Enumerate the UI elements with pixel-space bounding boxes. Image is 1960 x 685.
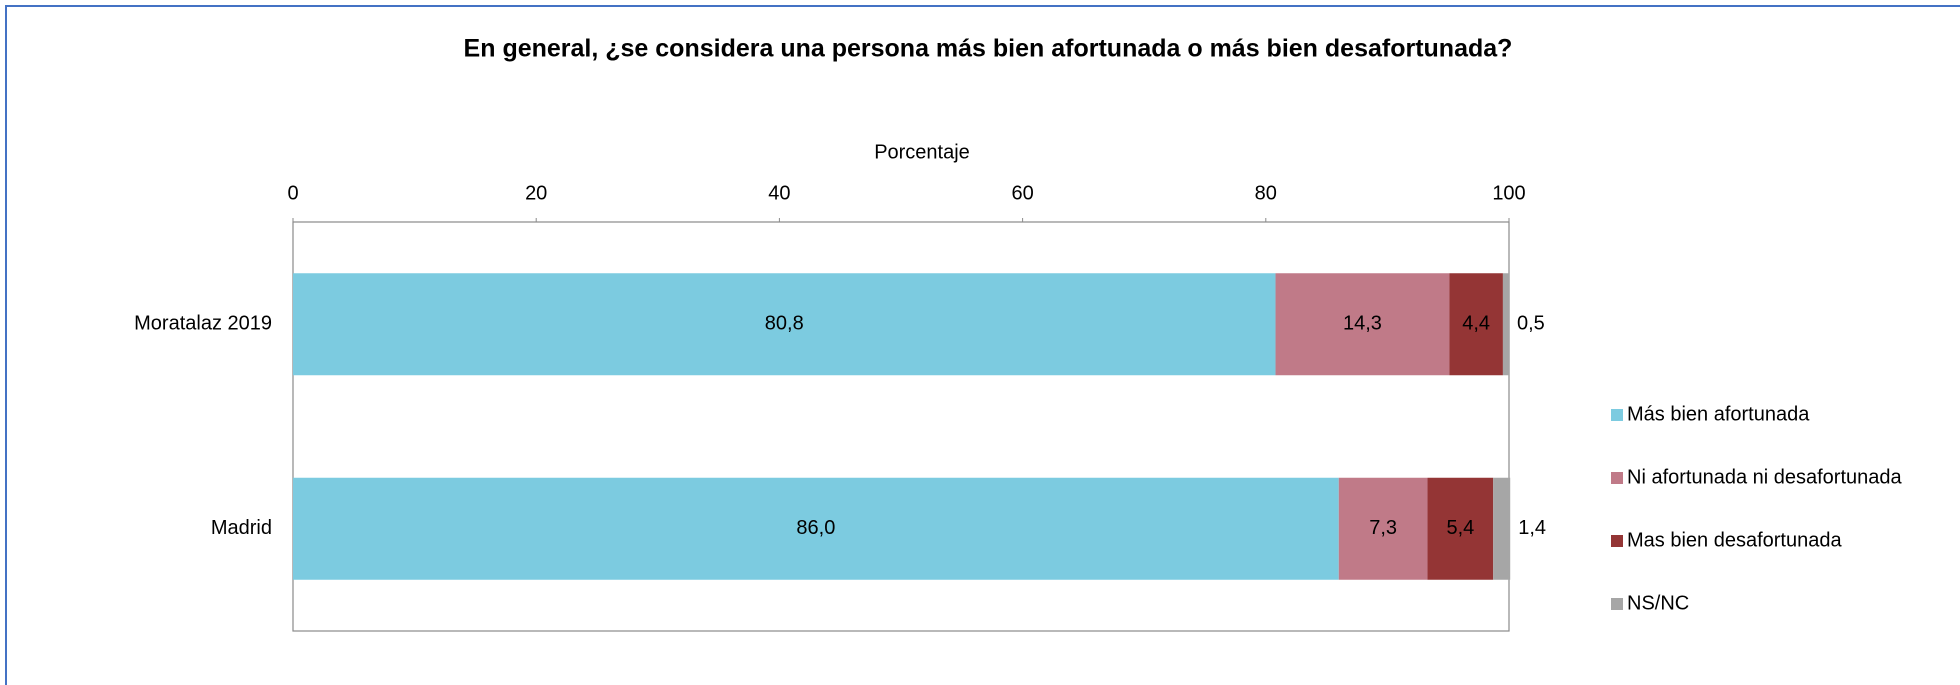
data-label: 7,3 <box>1369 517 1397 539</box>
chart-title: En general, ¿se considera una persona má… <box>464 35 1513 63</box>
x-tick-label: 100 <box>1492 182 1525 204</box>
legend-swatch <box>1611 472 1623 484</box>
data-label: 86,0 <box>796 517 835 539</box>
bar-segment <box>1449 273 1503 376</box>
data-label: 14,3 <box>1343 313 1382 335</box>
x-tick-label: 20 <box>525 182 547 204</box>
bar-segment <box>1502 273 1509 376</box>
legend-swatch <box>1611 409 1623 421</box>
legend-label: NS/NC <box>1627 592 1689 614</box>
legend-swatch <box>1611 535 1623 547</box>
bar-segment <box>1427 477 1494 580</box>
x-tick-label: 40 <box>768 182 790 204</box>
bar-segment <box>1338 477 1428 580</box>
x-tick-label: 0 <box>287 182 298 204</box>
data-label: 4,4 <box>1462 313 1490 335</box>
y-tick-label: Moratalaz 2019 <box>134 313 272 335</box>
bar-segment <box>1493 477 1511 580</box>
bar-segment <box>293 477 1339 580</box>
y-tick-label: Madrid <box>211 517 272 539</box>
legend-swatch <box>1611 598 1623 610</box>
plot-area <box>292 221 1510 632</box>
x-tick-label: 60 <box>1011 182 1033 204</box>
legend-label: Ni afortunada ni desafortunada <box>1627 466 1903 488</box>
bar-segment <box>293 273 1276 376</box>
x-tick-label: 80 <box>1255 182 1277 204</box>
data-label: 0,5 <box>1517 313 1545 335</box>
x-axis-label: Porcentaje <box>874 141 970 163</box>
legend-label: Más bien afortunada <box>1627 403 1810 425</box>
legend-label: Mas bien desafortunada <box>1627 529 1842 551</box>
chart-frame <box>5 5 1960 685</box>
data-label: 80,8 <box>765 313 804 335</box>
data-label: 5,4 <box>1446 517 1474 539</box>
data-label: 1,4 <box>1518 517 1546 539</box>
bar-segment <box>1275 273 1450 376</box>
